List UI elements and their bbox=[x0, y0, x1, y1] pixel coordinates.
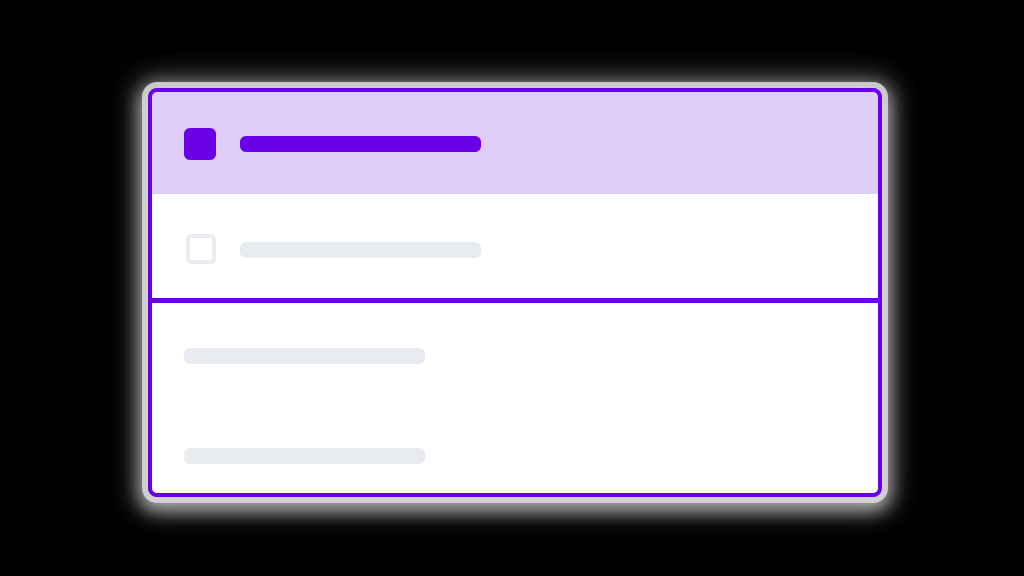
section-divider bbox=[152, 298, 878, 303]
skeleton-placeholder-card bbox=[148, 88, 882, 497]
option-row[interactable] bbox=[152, 194, 878, 298]
card-header bbox=[152, 92, 878, 194]
header-title-placeholder-bar bbox=[240, 136, 481, 152]
checkbox-unchecked-icon[interactable] bbox=[186, 234, 216, 264]
option-label-placeholder-bar bbox=[240, 242, 481, 258]
body-placeholder-bar-2 bbox=[184, 448, 425, 464]
body-placeholder-bar-1 bbox=[184, 348, 425, 364]
header-avatar-tile-placeholder bbox=[184, 128, 216, 160]
card-body bbox=[152, 303, 878, 493]
